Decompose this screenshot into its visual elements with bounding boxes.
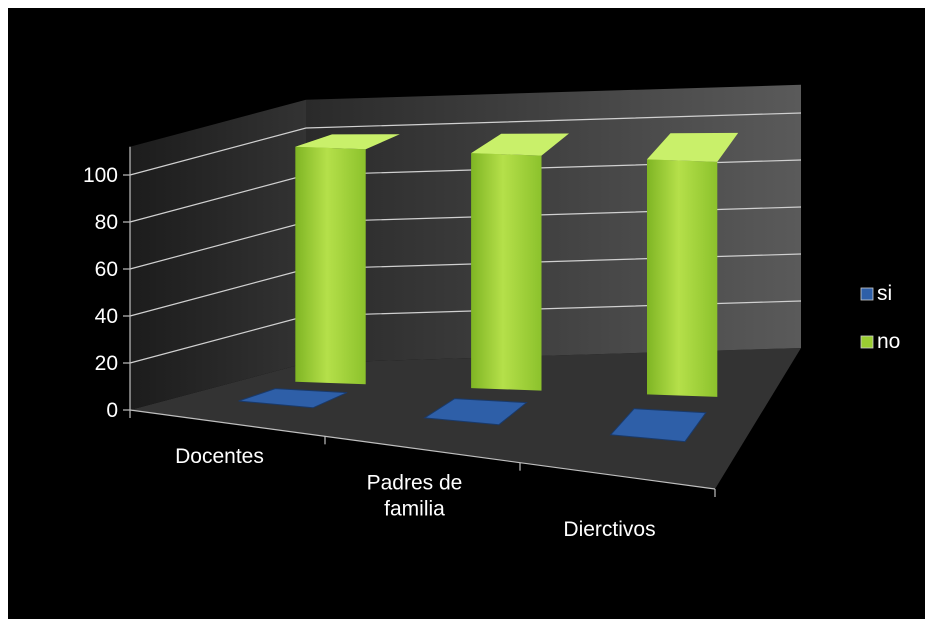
chart-frame: 0 20 40 60 80 100 Docentes Padres de familia Die… xyxy=(8,8,925,619)
chart-side-wall xyxy=(130,100,306,410)
y-tick-label: 40 xyxy=(95,305,118,328)
bar-front-face xyxy=(647,159,717,397)
y-tick-label: 20 xyxy=(95,352,118,375)
bar-front-face xyxy=(471,153,541,391)
x-category-label: Padres de familia xyxy=(367,472,463,521)
legend-swatch xyxy=(861,336,873,348)
y-tick-label: 80 xyxy=(95,211,118,234)
x-category-label: Dierctivos xyxy=(563,518,655,541)
legend-item-no: no xyxy=(861,330,900,353)
y-tick-label: 100 xyxy=(83,164,118,187)
chart-back-wall xyxy=(306,85,801,363)
chart-svg: 0 20 40 60 80 100 Docentes Padres de familia Die… xyxy=(8,8,925,619)
y-tick-label: 0 xyxy=(106,399,118,422)
y-tick-label: 60 xyxy=(95,258,118,281)
legend-swatch xyxy=(861,288,873,300)
bar-front-face xyxy=(295,147,365,384)
legend-label: si xyxy=(877,282,892,305)
legend-label: no xyxy=(877,330,900,353)
x-category-label: Docentes xyxy=(175,445,264,468)
legend-item-si: si xyxy=(861,282,892,305)
